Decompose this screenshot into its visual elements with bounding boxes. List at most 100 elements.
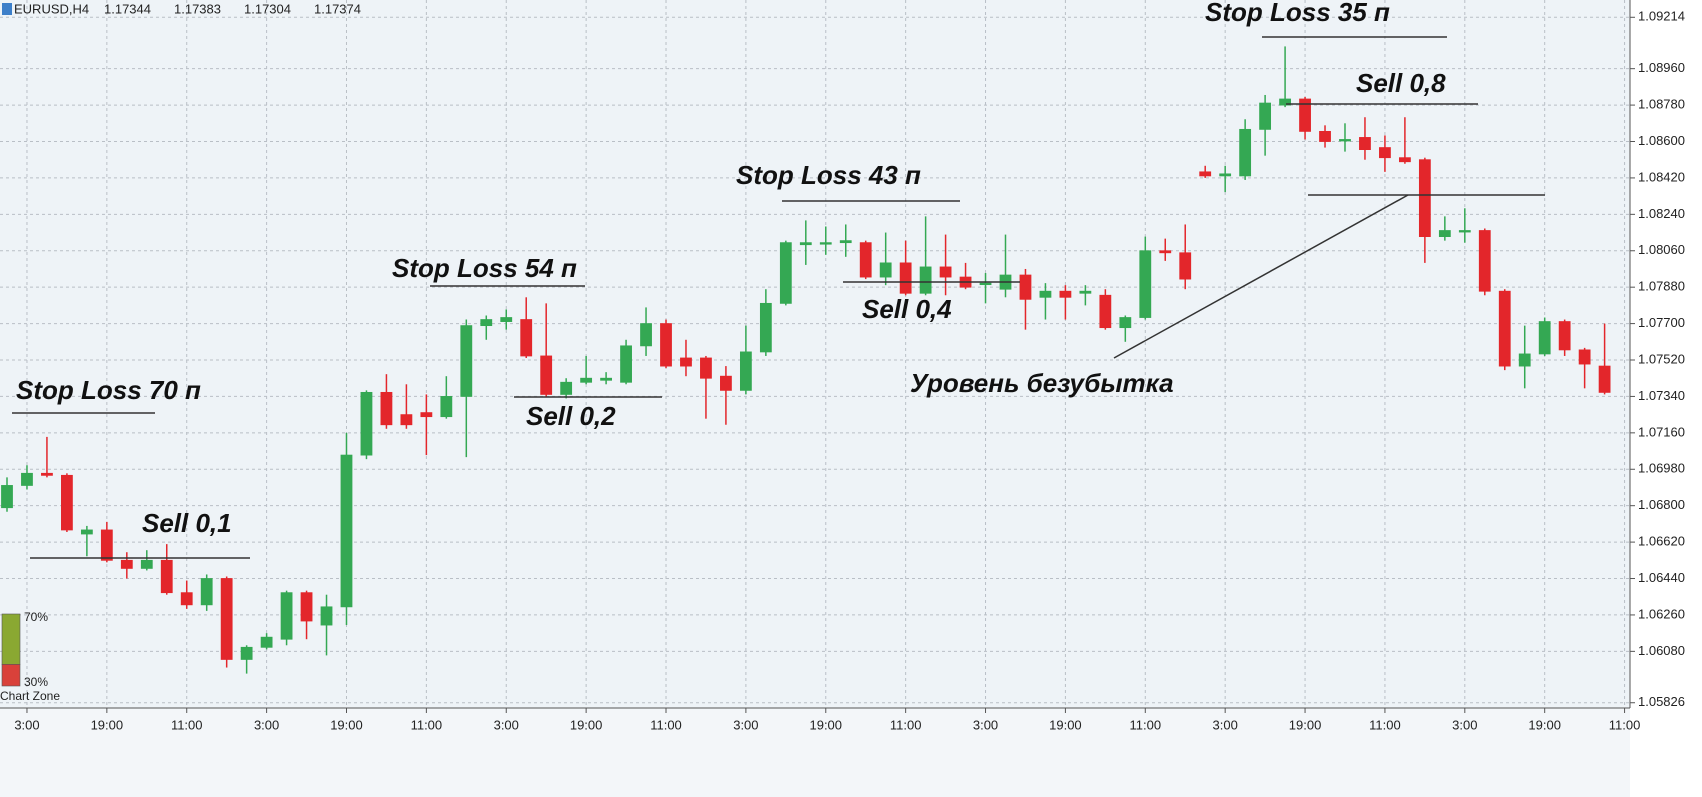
x-tick-label: 19:00 [1049, 717, 1082, 732]
candle-body [1039, 290, 1052, 298]
y-tick-label: 1.07520 [1638, 351, 1685, 366]
y-tick-label: 1.09214 [1638, 9, 1685, 24]
candle-body [560, 381, 573, 395]
candle-body [1139, 250, 1152, 318]
candle-body [140, 559, 153, 569]
x-tick-label: 19:00 [91, 717, 124, 732]
annotation: Stop Loss 43 п [736, 160, 921, 190]
candle-body [440, 396, 453, 418]
candle-body [1359, 137, 1371, 151]
candle-body [1478, 230, 1491, 292]
candle-body [1019, 274, 1032, 300]
candle-body [1099, 294, 1112, 329]
candle-body [1219, 173, 1232, 177]
chart-zone-widget: 70% 30%Chart Zone [0, 610, 60, 703]
x-tick-label: 19:00 [570, 717, 603, 732]
x-tick-label: 3:00 [254, 717, 279, 732]
breakeven-pointer [1113, 194, 1409, 359]
candle-body [300, 592, 313, 622]
candle-body [540, 355, 553, 395]
annotation: Stop Loss 54 п [392, 253, 577, 283]
candle-body [1558, 321, 1571, 351]
candle-body [120, 559, 133, 569]
candle-body [260, 636, 273, 648]
quote: 1.17344 1.17383 1.17304 1.17374 [104, 1, 361, 16]
candle-body [1379, 147, 1391, 159]
candle-body [420, 412, 433, 418]
candle-body [819, 242, 832, 245]
y-tick-label: 1.06620 [1638, 534, 1685, 549]
candle-body [899, 262, 912, 294]
y-tick-label: 1.06440 [1638, 570, 1685, 585]
quote-value: 1.17374 [314, 1, 361, 16]
candle-body [460, 325, 473, 397]
y-tick-label: 1.05826 [1638, 694, 1685, 709]
candle-body [1, 485, 13, 509]
candle-body [660, 323, 672, 367]
x-tick-label: 11:00 [650, 717, 682, 732]
annotation: Sell 0,4 [862, 294, 952, 324]
y-tick-label: 1.07160 [1638, 424, 1685, 439]
zone-bar [1, 613, 21, 665]
candle-body [759, 302, 772, 353]
x-tick-label: 3:00 [1452, 717, 1477, 732]
annotation: Уровень безубытка [910, 368, 1174, 398]
candle-body [360, 391, 373, 456]
candle-body [600, 377, 612, 381]
x-tick-label: 3:00 [973, 717, 998, 732]
y-tick-label: 1.08780 [1638, 97, 1685, 112]
candle-body [1299, 98, 1311, 132]
candle-body [1259, 102, 1272, 130]
zone-title: Chart Zone [0, 689, 60, 703]
x-tick-label: 3:00 [1213, 717, 1238, 732]
candle-body [680, 357, 692, 367]
annotation: Stop Loss 70 п [16, 375, 201, 405]
candle-body [41, 472, 53, 476]
candle-body [1538, 321, 1551, 355]
x-tick-label: 19:00 [1289, 717, 1322, 732]
candle-body [1399, 157, 1411, 163]
candle-body [1438, 230, 1451, 237]
candle-body [580, 377, 593, 383]
candle-body [919, 266, 932, 294]
candle-body [320, 606, 333, 626]
candle-body [520, 319, 533, 357]
annotation-lines [12, 36, 1545, 559]
candles [1, 46, 1611, 674]
candle-body [180, 592, 193, 606]
candle-body [400, 414, 413, 426]
candle-body [700, 357, 712, 379]
x-tick-label: 19:00 [809, 717, 842, 732]
candle-body [720, 375, 732, 391]
candle-body [799, 242, 812, 246]
y-tick-label: 1.06080 [1638, 643, 1685, 658]
candle-body [979, 282, 992, 286]
x-tick-label: 3:00 [494, 717, 519, 732]
annotations: Stop Loss 70 п Sell 0,1 Stop Loss 54 п Sell… [16, 0, 1446, 538]
candle-body [1418, 159, 1431, 237]
x-tick-label: 3:00 [733, 717, 758, 732]
annotation: Sell 0,1 [142, 508, 232, 538]
y-tick-label: 1.08960 [1638, 60, 1685, 75]
candle-body [200, 578, 213, 606]
y-tick-label: 1.07880 [1638, 279, 1685, 294]
candle-body [500, 317, 513, 322]
zone-label: 30% [24, 675, 48, 689]
candle-body [1239, 128, 1252, 177]
candle-body [1598, 365, 1611, 393]
zone-label: 70% [24, 610, 48, 624]
y-tick-label: 1.08420 [1638, 169, 1685, 184]
candle-body [61, 474, 73, 531]
candle-body [160, 559, 173, 594]
candle-body [1279, 98, 1291, 106]
x-tick-label: 11:00 [171, 717, 203, 732]
y-tick-label: 1.08600 [1638, 133, 1685, 148]
candle-body [380, 391, 393, 426]
candle-body [340, 454, 353, 608]
annotation: Stop Loss 35 п [1205, 0, 1390, 27]
candle-body [1339, 139, 1351, 142]
candle-body [1199, 171, 1212, 177]
annotation: Sell 0,8 [1356, 68, 1446, 98]
x-tick-label: 11:00 [411, 717, 443, 732]
